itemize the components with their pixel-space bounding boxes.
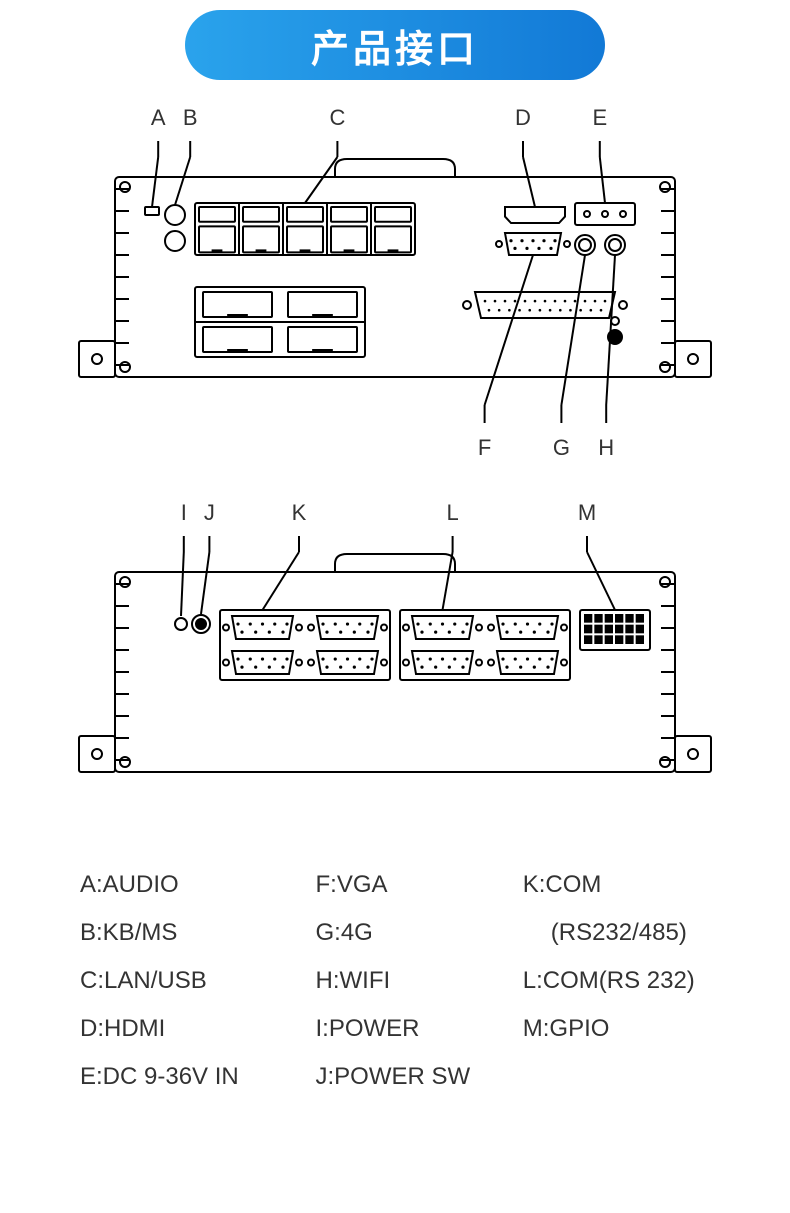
legend-col-2: K:COM (RS232/485) L:COM(RS 232) M:GPIO [523,870,730,1092]
legend-entry: A:AUDIO [80,870,316,900]
callout-label-D: D [515,105,531,131]
callout-label-L: L [446,500,458,526]
top-view-block: AB C D E F G H [75,105,715,465]
top-view-lower-labels: F G H [75,435,715,465]
callout-label-C: C [329,105,345,131]
callout-label-F: F [478,435,491,461]
bottom-view-labels: IJ K L M [75,500,715,530]
legend-entry: H:WIFI [316,966,523,996]
callout-label-K: K [292,500,307,526]
callout-label-J: J [204,500,215,526]
bottom-view-block: IJ K L M [75,500,715,840]
legend-entry: G:4G [316,918,523,948]
legend-col-1: F:VGA G:4G H:WIFI I:POWER J:POWER SW [316,870,523,1092]
callout-label-E: E [592,105,607,131]
legend-col-0: A:AUDIO B:KB/MS C:LAN/USB D:HDMI E:DC 9-36V … [80,870,316,1092]
legend-entry: K:COM [523,870,730,900]
legend-entry: L:COM(RS 232) [523,966,730,996]
callout-label-I: I [181,500,187,526]
callout-label-M: M [578,500,596,526]
top-view-upper-labels: AB C D E [75,105,715,135]
top-view-diagram [75,137,715,427]
legend-entry: C:LAN/USB [80,966,316,996]
legend-entry: F:VGA [316,870,523,900]
legend-entry: (RS232/485) [523,918,730,948]
legend: A:AUDIO B:KB/MS C:LAN/USB D:HDMI E:DC 9-36V … [80,870,730,1092]
callout-label-A: A [151,105,166,131]
legend-entry: D:HDMI [80,1014,316,1044]
legend-entry: E:DC 9-36V IN [80,1062,316,1092]
callout-label-G: G [553,435,570,461]
title-pill: 产品接口 [185,10,605,80]
title-text: 产品接口 [311,18,479,73]
legend-entry: B:KB/MS [80,918,316,948]
bottom-view-diagram [75,532,715,822]
callout-label-B: B [183,105,198,131]
callout-label-H: H [598,435,614,461]
legend-entry: M:GPIO [523,1014,730,1044]
legend-entry: I:POWER [316,1014,523,1044]
legend-entry: J:POWER SW [316,1062,523,1092]
